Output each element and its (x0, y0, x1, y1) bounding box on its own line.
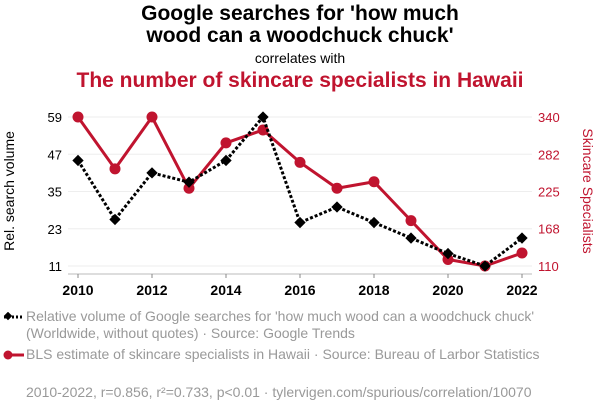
x-tick-label: 2020 (432, 282, 463, 298)
connector-text: correlates with (254, 50, 346, 66)
title-line-1: Google searches for 'how much (141, 2, 459, 25)
x-tick-label: 2016 (284, 282, 315, 298)
footer-stats: 2010-2022, r=0.856, r²=0.733, p<0.01 · t… (26, 384, 532, 400)
data-point-skincare (368, 176, 380, 188)
chart-title: Google searches for 'how much wood can a … (0, 3, 600, 47)
y-tick-label: 11 (49, 259, 63, 274)
y-tick-label: 35 (48, 185, 62, 200)
legend-item-skincare: BLS estimate of skincare specialists in … (3, 346, 566, 363)
title-line-2: wood can a woodchuck chuck' (146, 24, 454, 47)
data-point-searches (146, 167, 158, 179)
legend-diamond-icon (3, 312, 24, 321)
x-tick-label: 2022 (506, 282, 537, 298)
data-point-skincare (294, 156, 306, 168)
data-point-searches (516, 232, 528, 244)
y2-tick-label: 282 (538, 148, 560, 163)
data-point-searches (294, 216, 306, 229)
data-point-searches (220, 154, 232, 167)
data-point-skincare (146, 111, 158, 123)
y2-tick-label: 225 (538, 185, 560, 200)
legend-label: Relative volume of Google searches for '… (26, 308, 535, 341)
data-point-skincare (405, 215, 417, 227)
y2-tick-label: 168 (538, 221, 560, 236)
data-point-searches (368, 216, 380, 229)
legend-circle-icon (3, 350, 24, 360)
x-tick-label: 2018 (358, 282, 389, 298)
data-point-skincare (442, 254, 454, 266)
data-point-searches (183, 176, 195, 188)
data-point-skincare (331, 182, 343, 194)
y-axis-label: Rel. search volume (1, 131, 17, 251)
chart-subtitle: The number of skincare specialists in Ha… (76, 69, 524, 92)
data-point-searches (479, 260, 491, 272)
legend-label: BLS estimate of skincare specialists in … (26, 346, 540, 362)
x-tick-label: 2010 (62, 282, 93, 298)
x-tick-label: 2012 (136, 282, 167, 298)
y-tick-label: 59 (48, 110, 62, 125)
y2-axis-label: Skincare Specialists (580, 128, 596, 253)
x-tick-label: 2014 (210, 282, 241, 298)
chart-svg: 59 47 35 23 11 340 282 225 168 110 2010 2012 2014 201… (1, 110, 596, 298)
data-point-skincare (220, 137, 232, 149)
y-tick-label: 47 (48, 147, 62, 162)
data-point-skincare (516, 247, 528, 259)
y2-tick-label: 110 (538, 259, 559, 274)
data-point-skincare (109, 163, 121, 175)
data-point-skincare (183, 182, 195, 194)
data-point-searches (442, 247, 454, 260)
data-point-skincare (72, 111, 84, 123)
y2-tick-label: 340 (538, 110, 560, 125)
legend-item-searches: Relative volume of Google searches for '… (3, 308, 566, 342)
data-point-searches (405, 232, 417, 244)
data-point-searches (331, 201, 343, 213)
y-tick-label: 23 (48, 222, 62, 237)
